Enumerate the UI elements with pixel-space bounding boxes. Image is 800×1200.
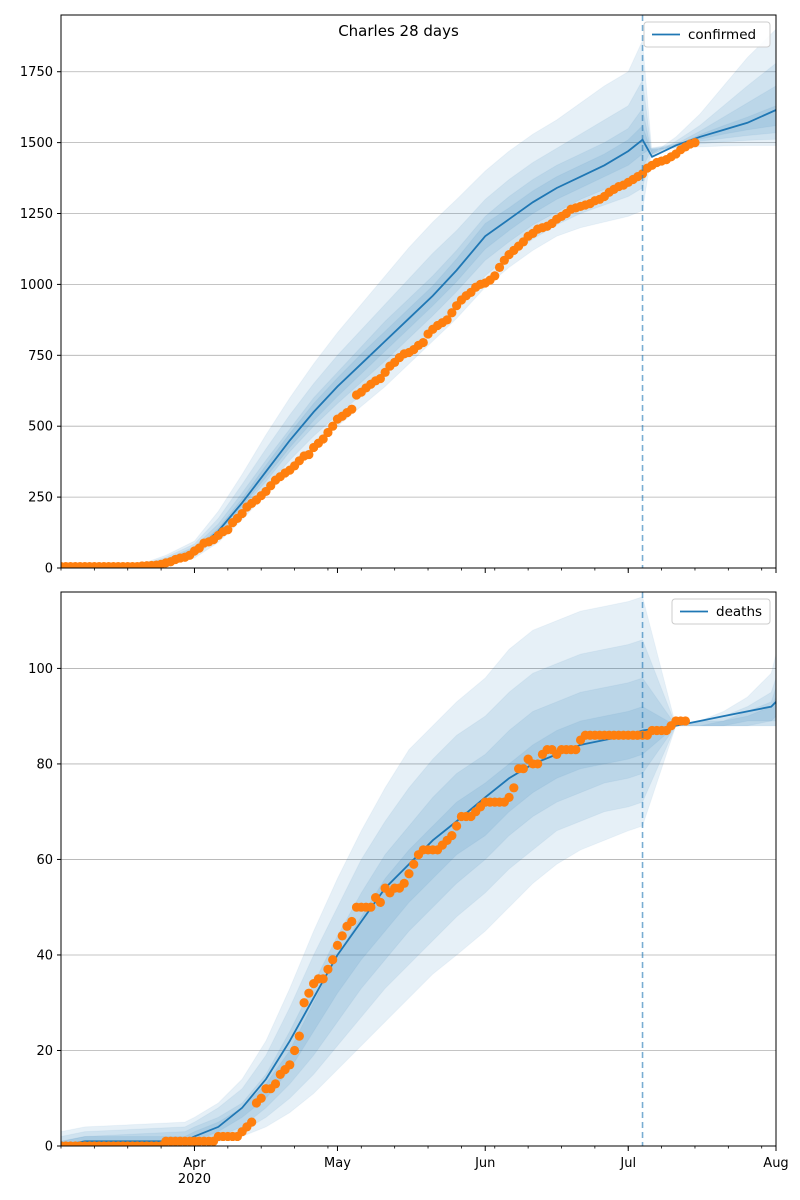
y-tick-label: 1250 [20, 207, 53, 222]
observed-point [299, 998, 309, 1008]
observed-point [452, 821, 462, 831]
legend-label: deaths [716, 604, 762, 620]
observed-point [380, 367, 390, 377]
observed-point [347, 916, 357, 927]
observed-point [270, 1079, 281, 1089]
uncertainty-band [61, 639, 776, 1146]
observed-point [318, 974, 328, 984]
observed-point [366, 902, 376, 912]
observed-point [318, 434, 328, 444]
observed-point [347, 404, 357, 414]
y-tick-label: 60 [36, 853, 53, 868]
y-tick-label: 80 [36, 757, 53, 772]
y-tick-label: 1000 [20, 278, 53, 293]
legend-box [671, 598, 771, 625]
observed-point [256, 1093, 266, 1103]
x-tick-label: Aug [763, 1156, 788, 1171]
observed-point [518, 764, 528, 774]
y-tick-label: 20 [36, 1044, 53, 1059]
legend-label: confirmed [688, 27, 756, 43]
y-tick-label: 500 [28, 420, 53, 435]
plot-area [61, 28, 776, 568]
chart-title: Charles 28 days [338, 22, 459, 40]
observed-point [285, 1060, 295, 1070]
x-tick-sublabel: 2020 [178, 1172, 211, 1187]
observed-point [504, 792, 514, 802]
observed-point [571, 745, 581, 755]
axes-frame [60, 591, 777, 1147]
observed-point [237, 508, 247, 519]
legend: confirmed [643, 21, 771, 48]
observed-point [494, 262, 505, 272]
legend-box [643, 21, 771, 48]
observed-point [509, 783, 519, 793]
y-tick-label: 0 [45, 1140, 53, 1155]
uncertainty-band [61, 105, 776, 568]
y-tick-label: 0 [45, 562, 53, 577]
observed-point [328, 421, 338, 431]
observed-point [447, 308, 457, 318]
observed-point [690, 138, 700, 148]
observed-point [375, 373, 385, 384]
observed-point [294, 1031, 304, 1041]
observed-point [680, 716, 691, 726]
observed-point [289, 1045, 300, 1056]
axes-frame [60, 14, 777, 569]
observed-point [490, 271, 500, 281]
y-tick-label: 40 [36, 948, 53, 963]
x-tick-label: Jul [619, 1156, 636, 1171]
observed-point [533, 759, 543, 769]
y-tick-label: 1500 [20, 136, 53, 151]
observed-point [304, 988, 314, 998]
legend: deaths [671, 598, 771, 625]
observed-point [323, 964, 333, 974]
observed-point [442, 315, 452, 325]
observed-point [404, 869, 414, 879]
uncertainty-band [61, 62, 776, 568]
y-tick-label: 250 [28, 491, 53, 506]
observed-point [223, 525, 233, 535]
observed-point [409, 859, 419, 869]
observed-point [337, 931, 347, 941]
observed-point [418, 337, 428, 348]
confirmed-panel: 0 250 500 750 1000 1250 1500 1750 Charles 28 day… [20, 14, 777, 577]
observed-point [328, 955, 338, 965]
observed-point [332, 940, 343, 951]
observed-point [399, 878, 409, 888]
x-tick-label: May [324, 1156, 351, 1171]
observed-point [323, 427, 333, 438]
x-tick-label: Jun [474, 1156, 495, 1171]
observed-point [247, 1117, 257, 1127]
uncertainty-band [61, 85, 776, 568]
y-tick-label: 1750 [20, 65, 53, 80]
uncertainty-band [61, 696, 776, 1146]
y-tick-label: 100 [28, 662, 53, 677]
x-tick-label: Apr [183, 1156, 206, 1171]
observed-point [304, 449, 314, 460]
plot-area [61, 596, 776, 1146]
observed-point [375, 897, 385, 908]
observed-point [447, 830, 457, 841]
y-tick-label: 750 [28, 349, 53, 364]
